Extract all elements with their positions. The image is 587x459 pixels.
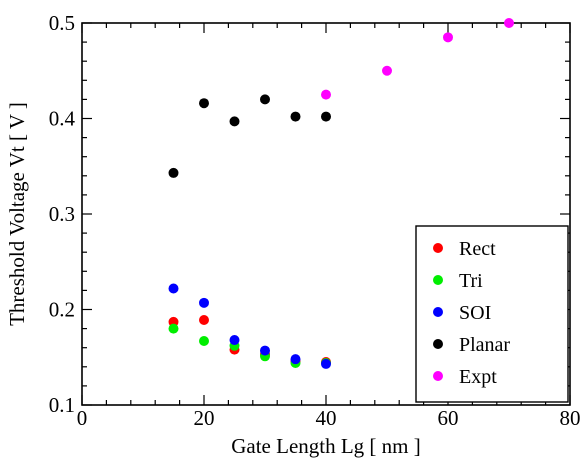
legend-label: SOI [459, 302, 491, 324]
tick-labels: 0 20 40 60 80 0.1 0.2 0.3 0.4 0.5 [49, 11, 581, 430]
data-point-rect [199, 315, 209, 326]
data-point-planar [229, 116, 240, 127]
legend-label: Expt [459, 366, 497, 388]
data-point-soi [260, 345, 270, 356]
legend-marker [433, 307, 443, 317]
legend-entry: SOI [433, 302, 491, 324]
legend-label: Rect [459, 238, 496, 260]
x-tick-label: 20 [194, 406, 215, 430]
legend-marker [433, 339, 443, 349]
legend: Rect Tri SOI Planar Expt [415, 225, 569, 403]
legend-marker [433, 243, 443, 253]
legend-entry: Planar [433, 334, 510, 356]
data-point-planar [199, 98, 209, 109]
plot-frame [81, 22, 571, 406]
y-tick-label: 0.5 [49, 11, 75, 35]
legend-entry: Expt [433, 366, 497, 388]
series-expt [321, 18, 514, 100]
data-point-soi [168, 283, 179, 294]
legend-entry: Tri [433, 270, 483, 292]
x-tick-label: 80 [560, 406, 581, 430]
data-points [168, 18, 514, 369]
x-tick-label: 0 [77, 406, 88, 430]
data-point-tri [168, 323, 179, 334]
series-tri [168, 323, 331, 368]
series-planar [168, 94, 331, 178]
x-tick-label: 60 [438, 406, 459, 430]
data-point-soi [321, 358, 331, 369]
data-point-planar [168, 167, 179, 178]
data-point-planar [260, 94, 270, 105]
data-point-soi [199, 297, 209, 308]
legend-marker [433, 371, 443, 381]
data-point-expt [504, 18, 514, 28]
data-point-tri [199, 336, 209, 347]
data-point-soi [290, 354, 301, 365]
x-tick-label: 40 [316, 406, 337, 430]
data-point-planar [290, 111, 301, 122]
series-soi [168, 283, 331, 369]
data-point-soi [229, 335, 240, 346]
legend-label: Tri [459, 270, 483, 292]
x-axis-label: Gate Length Lg [ nm ] [231, 434, 421, 458]
legend-label: Planar [459, 334, 510, 356]
legend-entry: Rect [433, 238, 496, 260]
y-tick-label: 0.3 [49, 202, 75, 226]
y-tick-label: 0.2 [49, 298, 75, 322]
legend-marker [433, 275, 443, 285]
data-point-planar [321, 111, 331, 122]
series-rect [168, 315, 331, 368]
y-axis-label: Threshold Voltage Vt [ V ] [5, 102, 29, 326]
data-point-expt [382, 65, 392, 76]
data-point-expt [443, 32, 453, 43]
y-tick-label: 0.1 [49, 393, 75, 417]
y-tick-label: 0.4 [49, 107, 76, 131]
data-point-expt [321, 89, 331, 100]
